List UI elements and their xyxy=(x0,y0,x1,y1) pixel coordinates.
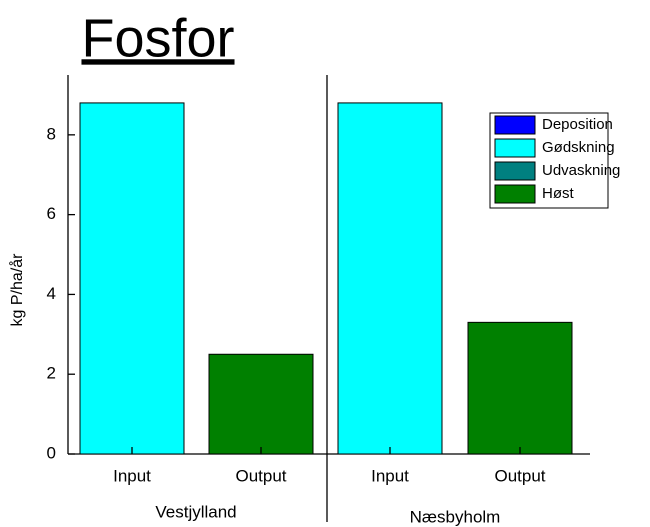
legend-swatch xyxy=(494,115,536,135)
x-tick-label: Output xyxy=(235,466,286,485)
legend-label: Høst xyxy=(542,185,574,202)
group-label: Næsbyholm xyxy=(410,507,501,526)
legend-swatch xyxy=(494,161,536,181)
y-axis-label: kg P/ha/år xyxy=(8,253,26,327)
bar xyxy=(337,102,443,455)
y-tick-label: 2 xyxy=(47,364,56,383)
x-tick-label: Input xyxy=(371,466,409,485)
y-tick-label: 0 xyxy=(47,443,56,462)
y-tick-label: 6 xyxy=(47,204,56,223)
legend-swatch xyxy=(494,138,536,158)
legend-label: Gødskning xyxy=(542,139,615,156)
y-tick-label: 4 xyxy=(47,284,56,303)
legend-swatch xyxy=(494,184,536,204)
x-tick-label: Input xyxy=(113,466,151,485)
group-label: Vestjylland xyxy=(155,502,236,521)
legend-label: Deposition xyxy=(542,116,613,133)
y-tick-label: 8 xyxy=(47,124,56,143)
legend-label: Udvaskning xyxy=(542,162,620,179)
bar xyxy=(467,321,573,455)
x-tick-label: Output xyxy=(494,466,545,485)
chart-title: Fosfor xyxy=(81,8,234,68)
bar xyxy=(79,102,185,455)
bar xyxy=(208,353,314,455)
